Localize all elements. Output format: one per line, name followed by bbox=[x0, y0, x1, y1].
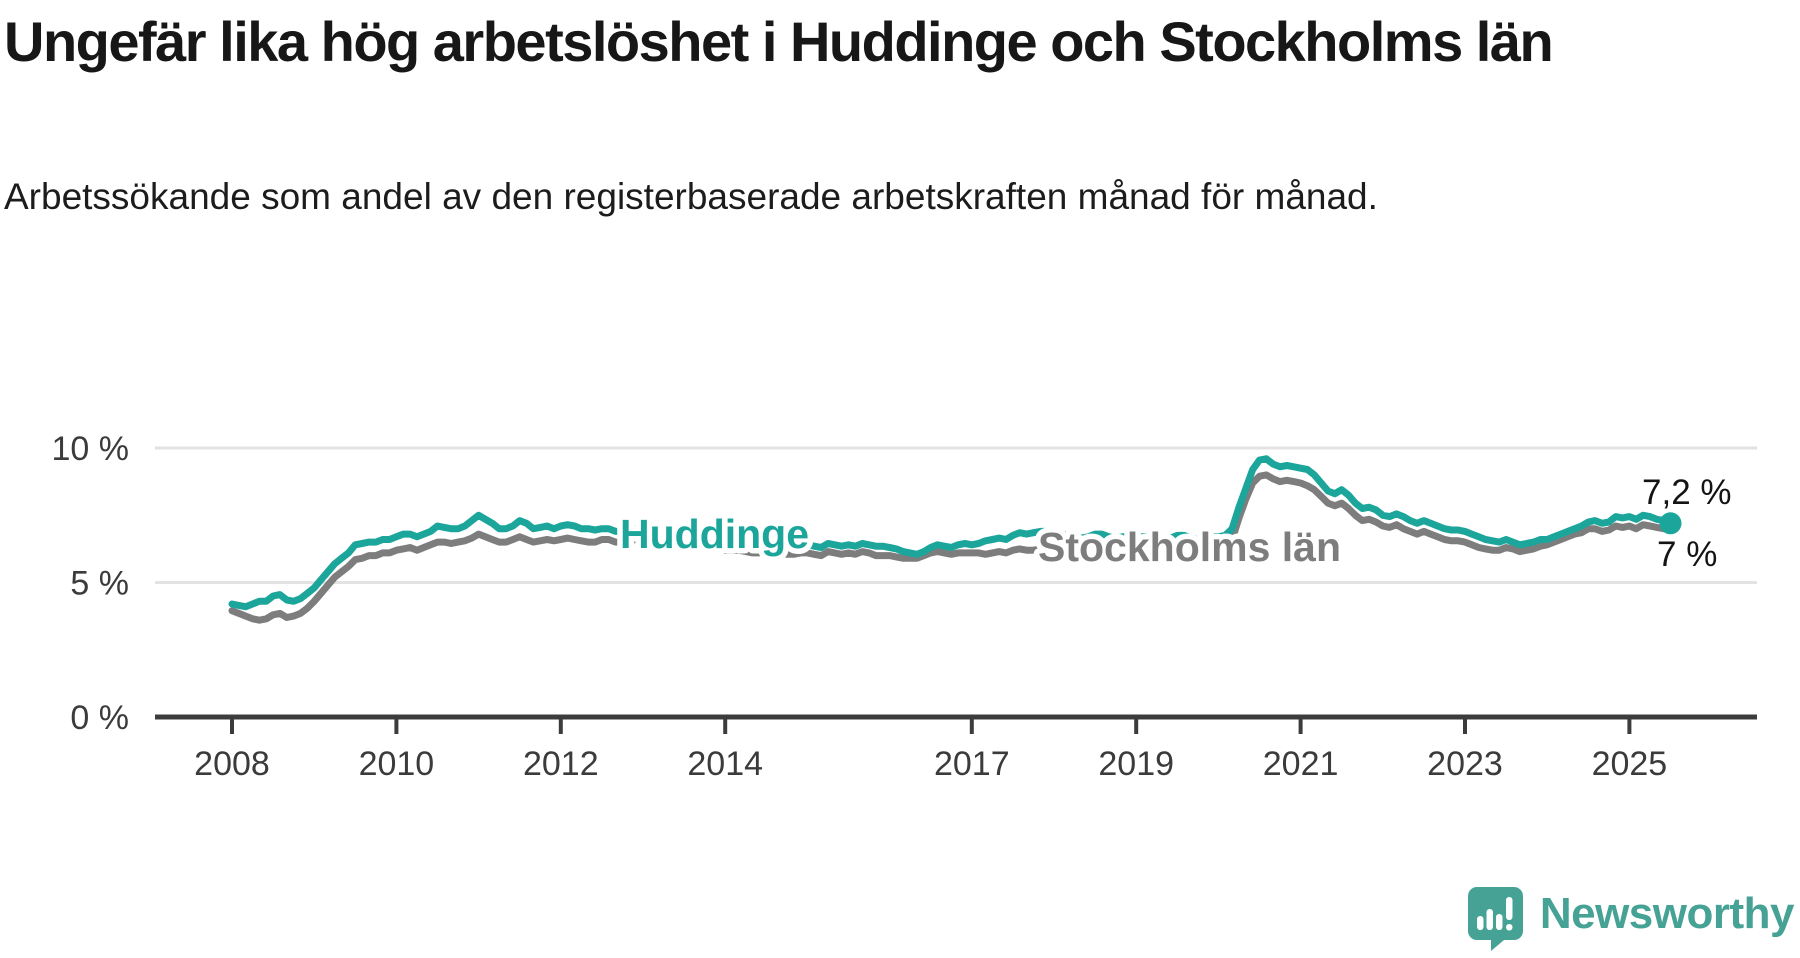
newsworthy-brand-name: Newsworthy bbox=[1539, 889, 1795, 938]
x-tick-label-2008: 2008 bbox=[194, 745, 270, 783]
newsworthy-logo-icon bbox=[1467, 887, 1523, 951]
series-label-stockholms-l-n: Stockholms län bbox=[1038, 524, 1341, 570]
x-tick-label-2021: 2021 bbox=[1263, 745, 1339, 783]
series-label-huddinge: Huddinge bbox=[620, 511, 809, 557]
series-label-halo-huddinge: Huddinge bbox=[620, 511, 809, 557]
y-tick-label-0pct: 0 % bbox=[70, 699, 129, 737]
end-value-label-stockholms-l-n: 7 % bbox=[1657, 535, 1717, 574]
y-tick-label-5pct: 5 % bbox=[70, 565, 129, 603]
line-huddinge bbox=[228, 455, 1674, 611]
end-dot-huddinge bbox=[1659, 512, 1682, 535]
x-tick-label-2017: 2017 bbox=[934, 745, 1010, 783]
y-tick-label-10pct: 10 % bbox=[52, 430, 130, 468]
chart-title: Ungefär lika hög arbetslöshet i Huddinge… bbox=[4, 10, 1554, 73]
chart-subtitle: Arbetssökande som andel av den registerb… bbox=[4, 175, 1378, 217]
newsworthy-logo: Newsworthy bbox=[1467, 886, 1795, 952]
series-label-halo-stockholms-l-n: Stockholms län bbox=[1038, 524, 1341, 570]
x-tick-label-2014: 2014 bbox=[687, 745, 763, 783]
chart-header: Ungefär lika hög arbetslöshet i Huddinge… bbox=[0, 10, 1800, 225]
x-tick-label-2025: 2025 bbox=[1592, 745, 1668, 783]
unemployment-line-chart: 2008 2010 2012 2014 2017 2019 2021 2023 2025 0 % 5… bbox=[52, 430, 1757, 783]
x-tick-label-2019: 2019 bbox=[1098, 745, 1174, 783]
x-tick-label-2012: 2012 bbox=[523, 745, 599, 783]
end-value-label-huddinge: 7,2 % bbox=[1642, 473, 1732, 512]
x-tick-label-2010: 2010 bbox=[359, 745, 435, 783]
line-stockholms-l-n bbox=[228, 471, 1674, 624]
x-tick-label-2023: 2023 bbox=[1427, 745, 1503, 783]
